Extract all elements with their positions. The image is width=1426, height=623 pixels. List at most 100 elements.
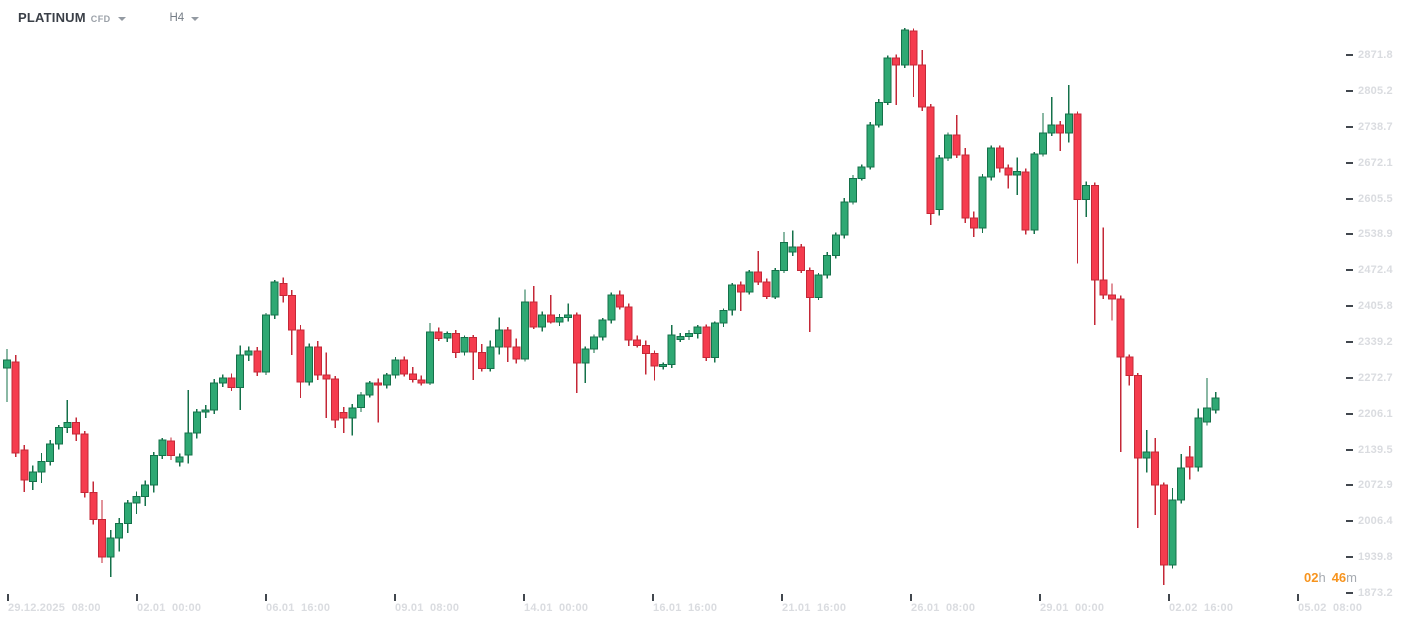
- price-tick-label: 2805.2: [1358, 84, 1393, 97]
- candle-body: [1021, 171, 1030, 231]
- time-tick-label: 02.02 16:00: [1169, 602, 1234, 614]
- countdown-hours-unit: h: [1318, 570, 1326, 585]
- candle-body: [710, 322, 719, 359]
- price-tick: 2472.4: [1346, 264, 1393, 276]
- candle-body: [866, 124, 875, 168]
- chevron-down-icon: [117, 16, 126, 21]
- price-tick-label: 2605.5: [1358, 192, 1393, 205]
- time-tick-label: 14.01 00:00: [524, 602, 589, 614]
- candle-body: [1064, 113, 1073, 134]
- candle-body: [538, 314, 547, 328]
- candle-body: [814, 274, 823, 298]
- countdown-hours: 02: [1303, 570, 1319, 585]
- price-tick-mark: [1346, 448, 1353, 451]
- candle-body: [659, 364, 668, 368]
- candle-body: [296, 329, 305, 383]
- price-tick-label: 2672.1: [1358, 156, 1393, 169]
- candle-body: [192, 411, 201, 434]
- candle-body: [555, 316, 564, 323]
- price-tick-mark: [1346, 89, 1353, 92]
- candle-body: [624, 306, 633, 341]
- price-axis[interactable]: 2871.8 2805.2 2738.7 2672.1 2605.5 2538.9 2472…: [1346, 0, 1426, 599]
- price-tick-label: 2072.9: [1358, 479, 1393, 492]
- timeframe-selector[interactable]: H4: [170, 12, 200, 24]
- candle-body: [408, 373, 417, 381]
- candle-body: [132, 496, 141, 504]
- candle-body: [874, 101, 883, 126]
- candle-body: [218, 377, 227, 384]
- candle-body: [736, 284, 745, 293]
- price-tick: 2072.9: [1346, 479, 1393, 491]
- candle-body: [175, 456, 184, 463]
- price-tick-mark: [1346, 520, 1353, 523]
- candle-body: [201, 409, 210, 413]
- price-tick: 2672.1: [1346, 157, 1393, 169]
- candle-body: [236, 354, 245, 388]
- candle-body: [1047, 124, 1056, 134]
- price-tick-label: 1939.8: [1358, 551, 1393, 564]
- candle-body: [382, 374, 391, 386]
- candle-body: [857, 166, 866, 179]
- candle-body: [831, 234, 840, 256]
- candle-body: [322, 374, 331, 380]
- candle-body: [1142, 451, 1151, 459]
- candle-body: [1030, 153, 1039, 231]
- candle-body: [460, 337, 469, 353]
- candle-body: [184, 432, 193, 456]
- candle-body: [115, 523, 124, 539]
- candle-body: [978, 176, 987, 229]
- candle-body: [46, 443, 55, 463]
- time-tick-mark: [1039, 594, 1041, 601]
- candle-body: [581, 348, 590, 364]
- price-tick: 2139.5: [1346, 444, 1393, 456]
- candle-body: [1133, 375, 1142, 459]
- price-tick: 1873.2: [1346, 587, 1393, 599]
- price-tick-label: 1873.2: [1358, 587, 1393, 599]
- candle-body: [253, 350, 262, 373]
- candle-body: [365, 382, 374, 396]
- price-tick-mark: [1346, 340, 1353, 343]
- candle-body: [961, 154, 970, 219]
- price-tick-label: 2738.7: [1358, 120, 1393, 133]
- price-tick: 2805.2: [1346, 85, 1393, 97]
- candle-body: [313, 346, 322, 376]
- candle-body: [849, 177, 857, 203]
- price-tick-label: 2339.2: [1358, 335, 1393, 348]
- candle-body: [607, 294, 616, 321]
- candle-body: [650, 352, 659, 367]
- candle-body: [3, 359, 11, 369]
- time-tick-mark: [394, 594, 396, 601]
- price-tick-mark: [1346, 233, 1353, 236]
- candle-body: [1203, 407, 1211, 423]
- candle-body: [149, 455, 158, 486]
- candle-body: [598, 319, 607, 338]
- price-tick-label: 2006.4: [1358, 515, 1393, 528]
- candle-body: [909, 30, 918, 66]
- time-tick-mark: [652, 594, 654, 601]
- candle-body: [1108, 294, 1116, 300]
- chevron-down-icon: [191, 16, 200, 21]
- candle-body: [564, 314, 573, 318]
- time-axis[interactable]: 29.12.2025 08:00 02.01 00:00 06.01 16:00 09…: [0, 592, 1426, 623]
- candle-body: [995, 147, 1004, 169]
- price-tick: 2272.7: [1346, 372, 1393, 384]
- price-tick-mark: [1346, 412, 1353, 415]
- candle-body: [80, 433, 89, 493]
- candle-body: [969, 217, 978, 229]
- candle-body: [615, 294, 624, 308]
- candle-body: [771, 269, 780, 298]
- candle-body: [546, 314, 555, 323]
- candle-body: [805, 269, 814, 298]
- candle-body: [762, 281, 771, 298]
- price-tick-mark: [1346, 484, 1353, 487]
- candle-body: [512, 346, 521, 360]
- candle-body: [210, 382, 219, 411]
- candle-body: [503, 329, 512, 348]
- candle-body: [331, 378, 340, 421]
- candle-body: [227, 377, 236, 388]
- candle-body: [728, 284, 737, 311]
- countdown-minutes: 46: [1331, 570, 1347, 585]
- chart-header: PLATINUM CFD H4: [18, 10, 200, 25]
- symbol-selector[interactable]: PLATINUM CFD: [18, 10, 126, 25]
